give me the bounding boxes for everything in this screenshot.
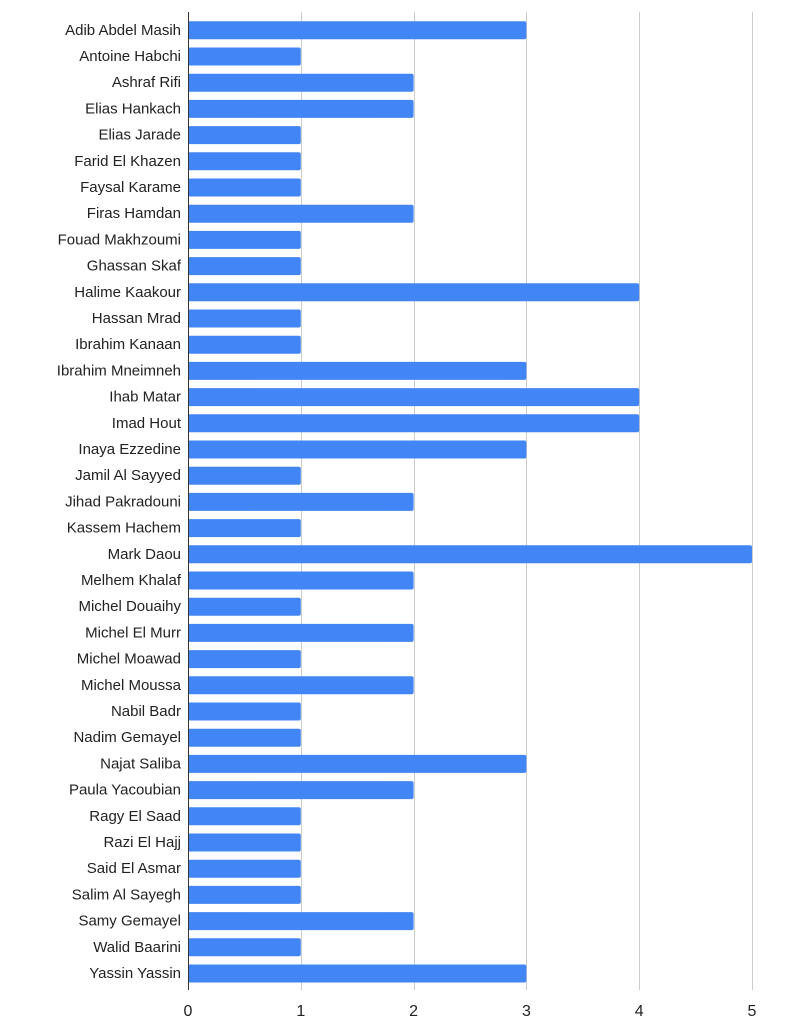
bar: [188, 178, 301, 197]
category-label: Yassin Yassin: [89, 965, 181, 982]
gridlines: [301, 12, 753, 990]
bar: [188, 230, 301, 249]
bar: [188, 781, 414, 800]
bar: [188, 571, 414, 590]
bar: [188, 728, 301, 747]
bar: [188, 859, 301, 878]
category-label: Michel Moussa: [81, 677, 182, 694]
bar: [188, 885, 301, 904]
category-label: Ragy El Saad: [89, 808, 181, 825]
category-label: Najat Saliba: [100, 755, 182, 772]
bar: [188, 597, 301, 616]
bar: [188, 545, 752, 564]
category-label: Farid El Khazen: [74, 153, 181, 170]
bar: [188, 414, 640, 433]
category-label: Ihab Matar: [109, 389, 181, 406]
category-label: Nabil Badr: [111, 703, 181, 720]
category-label: Michel Douaihy: [78, 598, 181, 615]
bar: [188, 361, 527, 380]
bar: [188, 650, 301, 669]
category-label: Salim Al Sayegh: [72, 886, 181, 903]
bar: [188, 964, 527, 983]
category-label: Melhem Khalaf: [81, 572, 182, 589]
category-label: Antoine Habchi: [79, 48, 181, 65]
category-labels: Adib Abdel Masih Antoine Habchi Ashraf Rif…: [57, 22, 182, 982]
x-tick-label: 5: [748, 1003, 757, 1020]
category-label: Jihad Pakradouni: [65, 493, 181, 510]
category-label: Ibrahim Kanaan: [75, 336, 181, 353]
category-label: Hassan Mrad: [92, 310, 181, 327]
bar: [188, 938, 301, 957]
category-label: Elias Hankach: [85, 100, 181, 117]
category-label: Michel Moawad: [77, 651, 181, 668]
bar: [188, 807, 301, 826]
x-tick-label: 2: [409, 1003, 418, 1020]
category-label: Kassem Hachem: [67, 520, 181, 537]
category-label: Michel El Murr: [85, 624, 181, 641]
category-label: Samy Gemayel: [78, 913, 181, 930]
bar: [188, 754, 527, 773]
x-tick-label: 3: [522, 1003, 531, 1020]
bar: [188, 21, 527, 40]
category-label: Adib Abdel Masih: [65, 22, 181, 39]
category-label: Ghassan Skaf: [87, 258, 182, 275]
bar: [188, 47, 301, 66]
bar: [188, 623, 414, 642]
x-tick-label: 1: [296, 1003, 305, 1020]
bar: [188, 912, 414, 931]
bar: [188, 126, 301, 145]
bar: [188, 466, 301, 485]
bar: [188, 519, 301, 538]
bar: [188, 99, 414, 118]
category-label: Said El Asmar: [87, 860, 181, 877]
category-label: Elias Jarade: [98, 127, 181, 144]
x-tick-labels: 0 1 2 3 4 5: [184, 1003, 757, 1020]
category-label: Firas Hamdan: [87, 205, 181, 222]
bar: [188, 702, 301, 721]
bar: [188, 833, 301, 852]
category-label: Ashraf Rifi: [112, 74, 181, 91]
bar: [188, 309, 301, 328]
category-label: Jamil Al Sayyed: [75, 467, 181, 484]
x-tick-label: 4: [635, 1003, 644, 1020]
category-label: Mark Daou: [108, 546, 181, 563]
category-label: Imad Hout: [112, 415, 182, 432]
bar: [188, 152, 301, 171]
bar: [188, 440, 527, 459]
category-label: Fouad Makhzoumi: [58, 231, 181, 248]
category-label: Halime Kaakour: [74, 284, 181, 301]
bar: [188, 73, 414, 92]
bar: [188, 676, 414, 695]
bar: [188, 335, 301, 354]
bar: [188, 257, 301, 276]
category-label: Inaya Ezzedine: [78, 441, 181, 458]
bars: [188, 21, 752, 983]
bar: [188, 204, 414, 223]
category-label: Ibrahim Mneimneh: [57, 362, 181, 379]
category-label: Razi El Hajj: [103, 834, 181, 851]
bar: [188, 388, 640, 407]
x-tick-label: 0: [184, 1003, 193, 1020]
bar: [188, 492, 414, 511]
category-label: Nadim Gemayel: [73, 729, 181, 746]
category-label: Walid Baarini: [93, 939, 181, 956]
bar: [188, 283, 640, 302]
category-label: Paula Yacoubian: [69, 782, 181, 799]
category-label: Faysal Karame: [80, 179, 181, 196]
